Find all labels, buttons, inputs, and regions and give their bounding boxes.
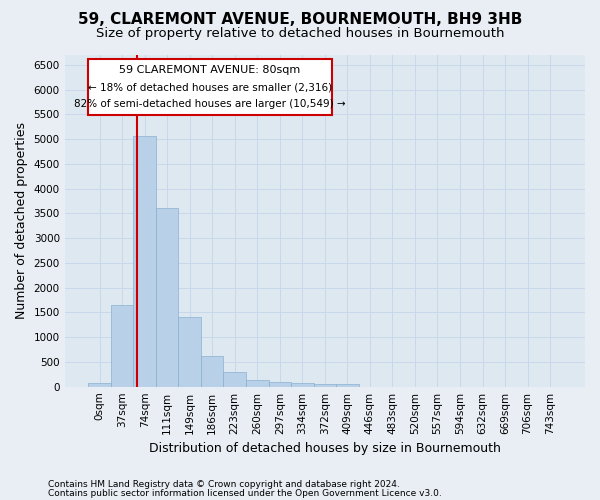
- Bar: [133, 136, 156, 386]
- Bar: [223, 372, 246, 386]
- Y-axis label: Number of detached properties: Number of detached properties: [15, 122, 28, 320]
- Bar: [291, 383, 314, 386]
- Bar: [269, 382, 291, 386]
- Text: 59 CLAREMONT AVENUE: 80sqm: 59 CLAREMONT AVENUE: 80sqm: [119, 65, 301, 75]
- Text: 59, CLAREMONT AVENUE, BOURNEMOUTH, BH9 3HB: 59, CLAREMONT AVENUE, BOURNEMOUTH, BH9 3…: [78, 12, 522, 28]
- Bar: [314, 384, 336, 386]
- Bar: [88, 383, 111, 386]
- FancyBboxPatch shape: [88, 59, 332, 116]
- Bar: [178, 317, 201, 386]
- Bar: [111, 305, 133, 386]
- Bar: [201, 356, 223, 386]
- Bar: [156, 208, 178, 386]
- Text: 82% of semi-detached houses are larger (10,549) →: 82% of semi-detached houses are larger (…: [74, 99, 346, 109]
- Bar: [246, 380, 269, 386]
- Text: Contains public sector information licensed under the Open Government Licence v3: Contains public sector information licen…: [48, 488, 442, 498]
- X-axis label: Distribution of detached houses by size in Bournemouth: Distribution of detached houses by size …: [149, 442, 501, 455]
- Text: Size of property relative to detached houses in Bournemouth: Size of property relative to detached ho…: [96, 28, 504, 40]
- Text: ← 18% of detached houses are smaller (2,316): ← 18% of detached houses are smaller (2,…: [88, 82, 332, 92]
- Text: Contains HM Land Registry data © Crown copyright and database right 2024.: Contains HM Land Registry data © Crown c…: [48, 480, 400, 489]
- Bar: [336, 384, 359, 386]
